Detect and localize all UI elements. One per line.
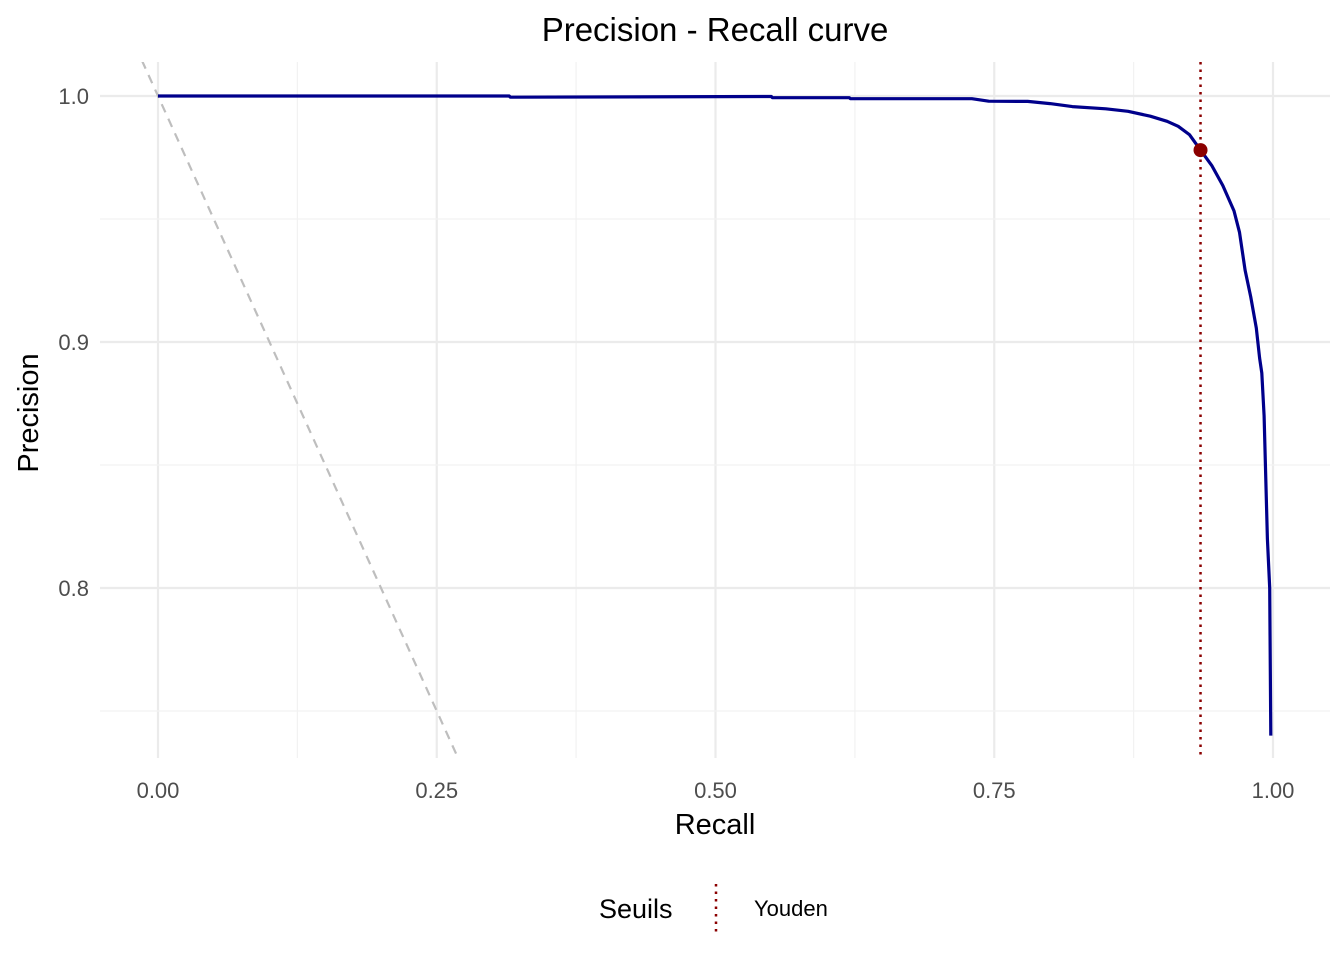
legend-label-youden: Youden [754,896,828,921]
x-tick-label: 0.75 [973,778,1016,803]
legend-title: Seuils [599,894,673,924]
x-tick-label: 0.25 [415,778,458,803]
x-tick-label: 0.50 [694,778,737,803]
grid-lines [100,62,1330,758]
pr-curve-line [158,94,1273,736]
x-tick-label: 0.00 [137,778,180,803]
pr-curve-layer [158,94,1273,736]
chart-title: Precision - Recall curve [542,11,889,48]
y-axis-title: Precision [13,353,45,472]
y-tick-label: 1.0 [58,84,89,109]
y-tick-label: 0.8 [58,576,89,601]
chance-diagonal-line [141,62,460,758]
threshold-point-youden [1193,143,1208,158]
legend: Seuils Youden [599,884,828,934]
y-tick-label: 0.9 [58,330,89,355]
threshold-layer [1193,62,1208,758]
tick-labels: 0.00 0.25 0.50 0.75 1.00 0.8 0.9 1.0 [58,84,1294,803]
chance-diagonal [141,62,460,758]
x-axis-title: Recall [675,809,756,841]
x-tick-label: 1.00 [1252,778,1295,803]
